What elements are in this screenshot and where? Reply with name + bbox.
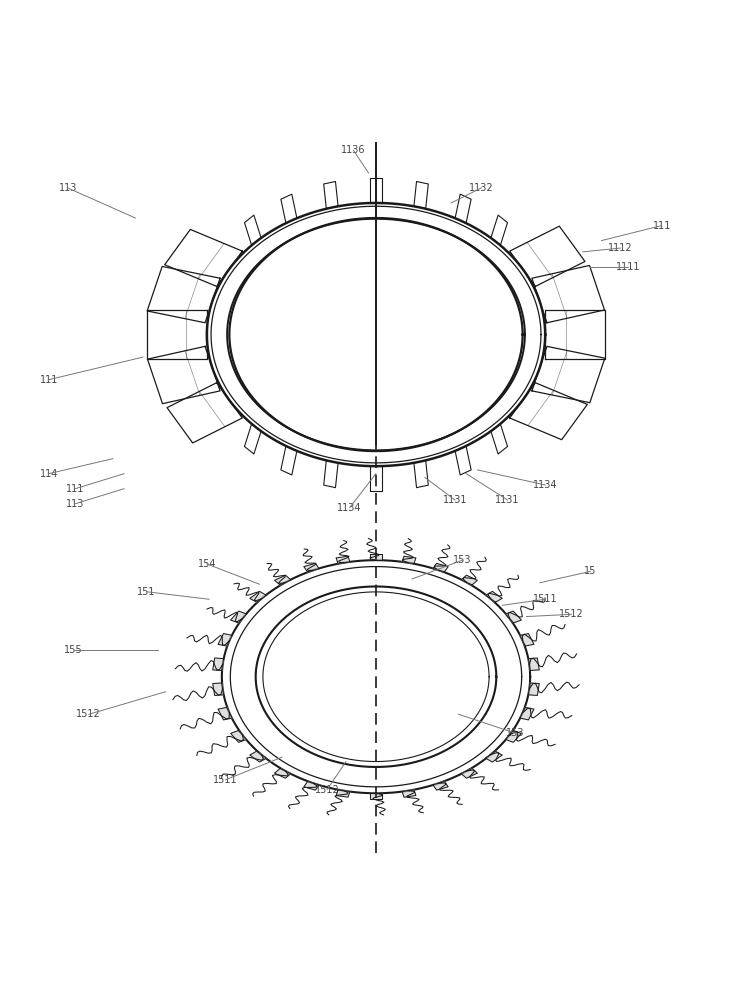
Text: 113: 113	[59, 183, 77, 193]
Text: 154: 154	[198, 559, 216, 569]
Polygon shape	[461, 575, 478, 585]
Text: 15: 15	[584, 566, 596, 576]
Text: 113: 113	[66, 499, 84, 509]
Polygon shape	[532, 265, 605, 323]
Polygon shape	[402, 790, 416, 797]
Polygon shape	[486, 751, 502, 762]
Text: 151: 151	[138, 587, 156, 597]
Text: 153: 153	[506, 728, 524, 738]
Polygon shape	[402, 556, 416, 564]
Polygon shape	[455, 446, 472, 475]
Text: 1132: 1132	[469, 183, 493, 193]
Polygon shape	[250, 591, 266, 602]
Polygon shape	[218, 634, 232, 646]
Polygon shape	[529, 658, 539, 670]
Polygon shape	[336, 790, 350, 797]
Polygon shape	[455, 194, 472, 223]
Polygon shape	[280, 194, 297, 223]
Polygon shape	[336, 556, 350, 564]
Text: 111: 111	[653, 221, 671, 231]
Text: 1512: 1512	[315, 785, 339, 795]
Text: 111: 111	[40, 375, 58, 385]
Polygon shape	[250, 751, 266, 762]
Text: 1512: 1512	[559, 609, 584, 619]
Polygon shape	[147, 266, 220, 323]
Polygon shape	[167, 383, 242, 443]
Polygon shape	[414, 460, 429, 488]
Text: 1511: 1511	[533, 594, 557, 604]
Polygon shape	[244, 215, 261, 245]
Polygon shape	[486, 591, 502, 602]
Text: 155: 155	[65, 645, 83, 655]
Polygon shape	[213, 658, 223, 670]
Polygon shape	[147, 346, 220, 404]
Text: 1134: 1134	[533, 480, 557, 490]
Text: 1512: 1512	[77, 709, 101, 719]
Polygon shape	[532, 346, 605, 403]
Text: 1136: 1136	[341, 145, 365, 155]
Polygon shape	[414, 181, 429, 209]
Polygon shape	[545, 310, 605, 359]
Polygon shape	[304, 563, 319, 572]
Text: 1112: 1112	[608, 243, 632, 253]
Polygon shape	[304, 782, 319, 790]
Polygon shape	[520, 707, 534, 720]
Polygon shape	[461, 768, 478, 778]
Polygon shape	[147, 310, 207, 359]
Text: 111: 111	[66, 484, 84, 494]
Polygon shape	[218, 707, 232, 720]
Polygon shape	[231, 731, 247, 742]
Polygon shape	[520, 634, 534, 646]
Polygon shape	[370, 793, 382, 799]
Polygon shape	[274, 575, 291, 585]
Polygon shape	[370, 554, 382, 560]
Polygon shape	[433, 782, 448, 790]
Text: 114: 114	[40, 469, 58, 479]
Polygon shape	[529, 683, 539, 695]
Polygon shape	[370, 466, 382, 491]
Text: 1134: 1134	[338, 503, 362, 513]
Polygon shape	[165, 229, 242, 286]
Text: 1111: 1111	[616, 262, 640, 272]
Polygon shape	[280, 446, 297, 475]
Polygon shape	[213, 683, 223, 695]
Text: 153: 153	[453, 555, 472, 565]
Polygon shape	[323, 460, 338, 488]
Polygon shape	[505, 731, 521, 742]
Polygon shape	[510, 226, 585, 286]
Polygon shape	[510, 383, 587, 440]
Polygon shape	[505, 611, 521, 623]
Polygon shape	[231, 611, 247, 623]
Polygon shape	[491, 215, 508, 245]
Polygon shape	[370, 178, 382, 203]
Polygon shape	[323, 181, 338, 209]
Polygon shape	[244, 424, 261, 454]
Polygon shape	[491, 424, 508, 454]
Text: 1131: 1131	[496, 495, 520, 505]
Text: 1511: 1511	[214, 775, 238, 785]
Polygon shape	[274, 768, 291, 778]
Polygon shape	[433, 563, 448, 572]
Text: 1131: 1131	[443, 495, 467, 505]
